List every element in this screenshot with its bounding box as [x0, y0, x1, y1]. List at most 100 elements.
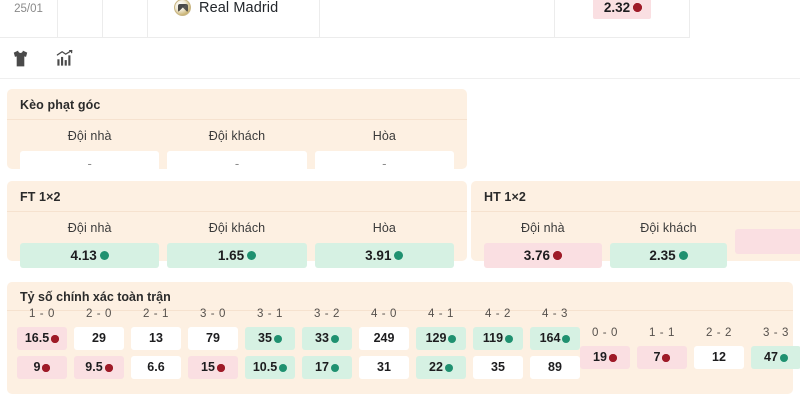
score-main-column: 3 - 0 79 15 [188, 308, 238, 379]
score-odds-cell[interactable]: 9 [17, 356, 67, 379]
score-main-column: 1 - 0 16.5 9 [17, 308, 67, 379]
odds-value: 4.13 [70, 247, 97, 263]
corner-column-home: Đội nhà - [16, 120, 163, 176]
score-column-header: 3 - 1 [256, 308, 283, 320]
ht-value-draw[interactable] [735, 229, 800, 254]
ht-value-home[interactable]: 3.76 [484, 243, 602, 268]
score-odds-cell[interactable]: 19 [580, 346, 630, 369]
score-odds-cell[interactable]: 249 [359, 327, 409, 350]
fixture-middle-cell [320, 0, 555, 37]
score-column-header: 4 - 0 [370, 308, 397, 320]
score-main-column: 4 - 0 249 31 [359, 308, 409, 379]
score-column-header: 1 - 1 [648, 327, 675, 339]
trend-down-icon [552, 251, 562, 260]
ht-column-away: Đội khách 2.35 [606, 212, 732, 268]
score-odds-cell[interactable]: 35 [473, 356, 523, 379]
score-odds-cell[interactable]: 129 [416, 327, 466, 350]
score-odds-cell[interactable]: 164 [530, 327, 580, 350]
ft-value-home[interactable]: 4.13 [20, 243, 160, 268]
score-main-columns: 1 - 0 16.5 9 2 - 0 29 9.5 2 - 1 13 6.6 3 - 0 79 15 3… [17, 308, 580, 379]
score-odds-cell[interactable]: 12 [694, 346, 744, 369]
odds-value: 35 [491, 360, 505, 375]
score-odds-cell[interactable]: 17 [302, 356, 352, 379]
score-column-header: 0 - 0 [591, 327, 618, 339]
score-main-column: 3 - 1 35 10.5 [245, 308, 295, 379]
trend-up-icon [505, 334, 514, 343]
odds-value: 19 [593, 350, 607, 365]
score-odds-cell[interactable]: 22 [416, 356, 466, 379]
score-draw-column: 0 - 0 19 [580, 327, 630, 369]
score-column-header: 4 - 3 [541, 308, 568, 320]
score-odds-cell[interactable]: 7 [637, 346, 687, 369]
odds-value: 9 [33, 360, 41, 375]
ft-column-draw: Hòa 3.91 [311, 212, 458, 268]
ft-panel-title: FT 1×2 [7, 181, 467, 212]
score-odds-cell[interactable]: 29 [74, 327, 124, 350]
fixture-odd-cell[interactable]: 2.32 [555, 0, 690, 37]
score-odds-cell[interactable]: 79 [188, 327, 238, 350]
trend-up-icon [394, 251, 404, 260]
ht-value-away[interactable]: 2.35 [609, 243, 728, 268]
score-odds-cell[interactable]: 13 [131, 327, 181, 350]
score-odds-cell[interactable]: 9.5 [74, 356, 124, 379]
odds-value: 249 [373, 331, 395, 346]
score-column-header: 2 - 0 [85, 308, 112, 320]
score-odds-cell[interactable]: 35 [245, 327, 295, 350]
score-main-column: 3 - 2 33 17 [302, 308, 352, 379]
score-odds-cell[interactable]: 6.6 [131, 356, 181, 379]
score-odds-cell[interactable]: 33 [302, 327, 352, 350]
score-odds-cell[interactable]: 15 [188, 356, 238, 379]
column-header: Đội khách [208, 221, 266, 235]
score-column-header: 4 - 1 [427, 308, 454, 320]
odds-value: 15 [201, 360, 215, 375]
score-odds-cell[interactable]: 119 [473, 327, 523, 350]
icon-toolbar [0, 38, 800, 79]
fixture-odd-chip[interactable]: 2.32 [592, 0, 652, 20]
score-odds-cell[interactable]: 10.5 [245, 356, 295, 379]
odds-value: 9.5 [85, 360, 103, 375]
score-main-column: 4 - 1 129 22 [416, 308, 466, 379]
score-main-column: 2 - 1 13 6.6 [131, 308, 181, 379]
trend-up-icon [562, 334, 571, 343]
odds-value: 12 [712, 350, 726, 365]
corner-panel-title: Kèo phạt góc [7, 89, 467, 120]
corner-column-away: Đội khách - [163, 120, 310, 176]
fixture-table: 25/01 Real Madrid 2.32 [0, 0, 690, 38]
score-draw-column: 2 - 2 12 [694, 327, 744, 369]
ht-panel-title: HT 1×2 [471, 181, 800, 212]
jersey-icon[interactable] [9, 47, 31, 69]
score-column-header: 3 - 2 [313, 308, 340, 320]
bar-chart-icon[interactable] [53, 47, 75, 69]
corner-value-home[interactable]: - [20, 151, 160, 176]
fixture-date: 25/01 [0, 0, 58, 37]
trend-down-icon [633, 3, 643, 12]
odds-value: 1.65 [217, 247, 245, 263]
odds-value: 22 [429, 360, 443, 375]
odds-value: 47 [764, 350, 778, 365]
trend-down-icon [51, 334, 60, 343]
score-odds-cell[interactable]: 31 [359, 356, 409, 379]
trend-down-icon [104, 363, 113, 372]
corner-value-away[interactable]: - [167, 151, 307, 176]
ft-value-away[interactable]: 1.65 [167, 243, 307, 268]
column-header: Hòa [372, 129, 396, 143]
corner-value-draw[interactable]: - [314, 151, 454, 176]
odds-value: 10.5 [252, 360, 278, 375]
corner-columns: Đội nhà - Đội khách - Hòa - [7, 120, 467, 176]
trend-down-icon [662, 353, 671, 362]
odds-value: 2.35 [649, 247, 676, 263]
fixture-team-cell[interactable]: Real Madrid [148, 0, 320, 37]
score-odds-cell[interactable]: 89 [530, 356, 580, 379]
column-header: Đội nhà [520, 221, 565, 235]
odds-value: 17 [315, 360, 329, 375]
score-odds-cell[interactable]: 47 [751, 346, 800, 369]
trend-up-icon [330, 363, 339, 372]
score-odds-cell[interactable]: 16.5 [17, 327, 67, 350]
trend-up-icon [273, 334, 282, 343]
team-crest-icon [174, 0, 191, 16]
team-name: Real Madrid [199, 0, 279, 16]
score-column-header: 1 - 0 [28, 308, 55, 320]
ft-value-draw[interactable]: 3.91 [314, 243, 454, 268]
score-column-header: 2 - 2 [705, 327, 732, 339]
